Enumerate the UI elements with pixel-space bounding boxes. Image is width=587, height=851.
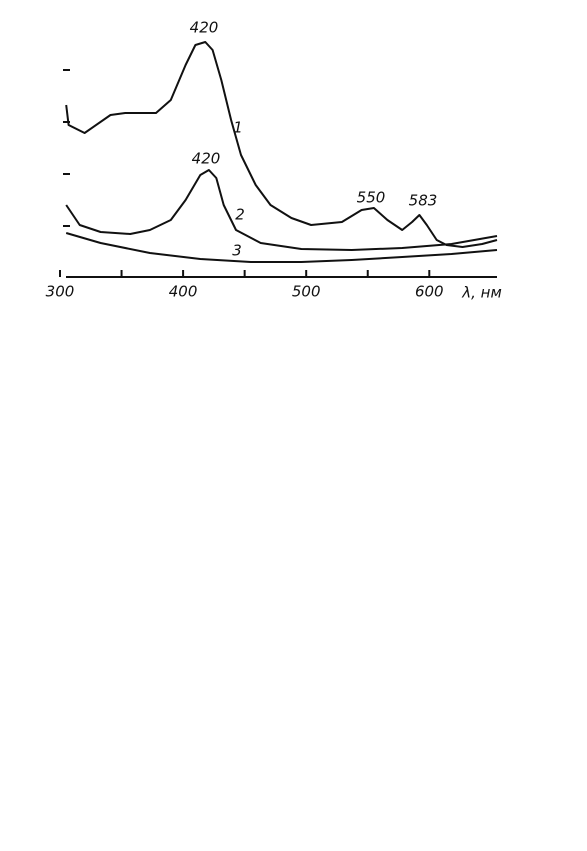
peak-label: 420 [192, 150, 221, 168]
curve [65, 232, 498, 263]
curve-label: 2 [235, 206, 245, 224]
peak-label: 550 [357, 189, 386, 207]
x-axis-label: λ, нм [461, 284, 502, 302]
x-tick-label: 300 [46, 283, 75, 301]
curve-label: 1 [233, 119, 243, 137]
peak-label: 420 [190, 19, 219, 37]
curve-label: 3 [232, 242, 242, 260]
x-tick-label: 400 [169, 283, 198, 301]
x-tick-label: 500 [292, 283, 321, 301]
y-axis-ticks [63, 69, 70, 227]
x-tick-label: 600 [415, 283, 444, 301]
peak-label: 583 [409, 192, 438, 210]
curve [65, 41, 498, 248]
curve [65, 169, 498, 251]
